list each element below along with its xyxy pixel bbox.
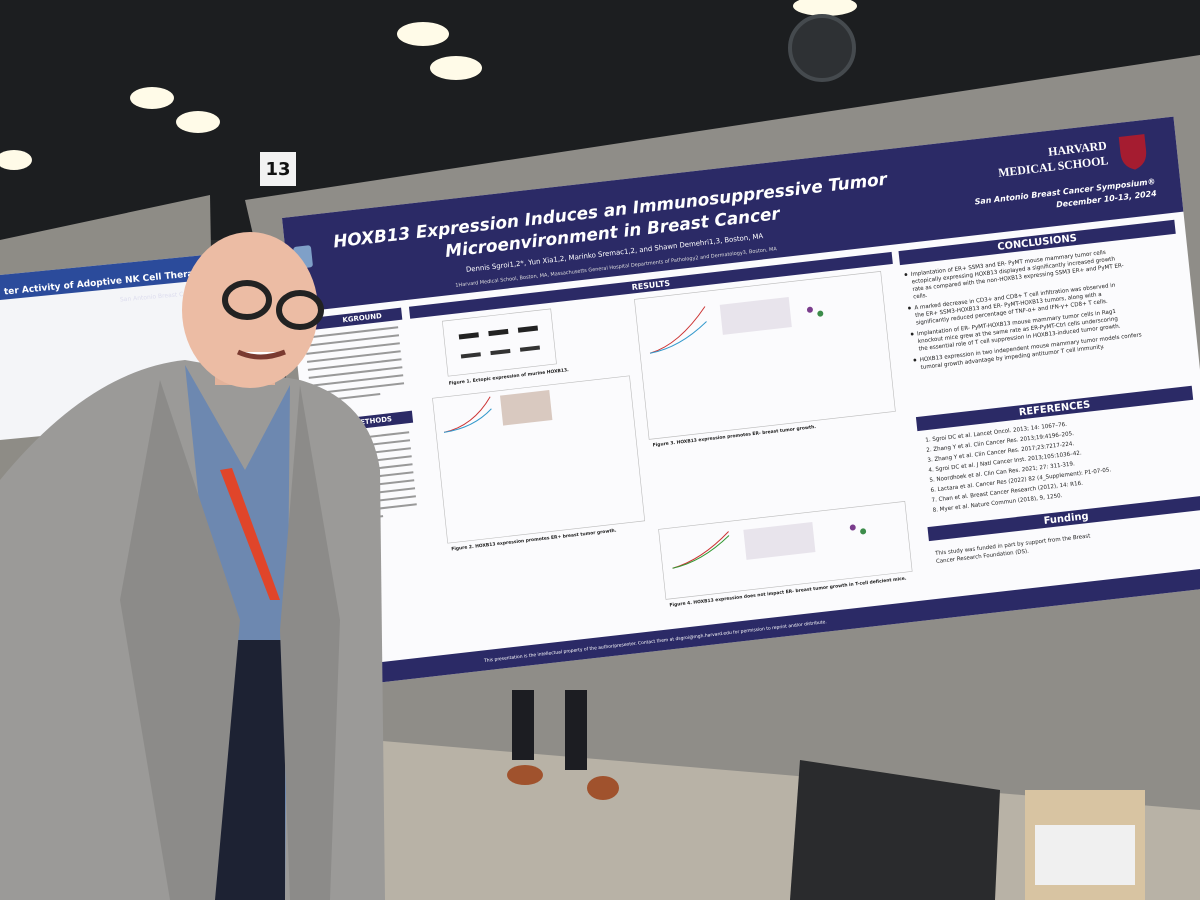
section-title: RESULTS [631,279,670,292]
chair [790,760,1000,900]
ceiling-light [130,87,174,109]
section-title: Funding [1043,511,1089,527]
head [182,232,318,388]
smile [236,349,286,360]
poster: HOXB13 Expression Induces an Immunosuppr… [282,116,1200,688]
booth-sign [260,152,296,186]
glasses [276,290,324,330]
poster-header [282,116,1184,313]
bullet [908,306,911,310]
lanyard [220,468,280,600]
section-header [408,251,893,319]
section-header [927,495,1200,542]
ceiling-light [397,22,449,46]
figure-marks [443,297,867,569]
jacket-lapel [120,380,240,900]
poster-footer-band [329,566,1200,688]
box-label [1035,825,1135,885]
booth-number: 13 [265,159,290,180]
bullet [904,273,908,276]
figure-panels [432,271,913,600]
ceiling-light [0,150,32,170]
harvard-shield [1118,134,1147,170]
section-header [915,385,1194,432]
section-header [297,307,403,332]
shoe [507,765,543,785]
glasses [222,280,272,320]
left-poster-header [0,255,205,300]
bullet [913,358,917,362]
jacket-lapel [280,385,340,900]
bullet [910,332,914,336]
vent [788,14,856,82]
ceiling-light [430,56,482,80]
shoe [587,776,619,800]
section-header [898,219,1176,266]
ceiling-light [793,0,857,16]
ceiling-light [176,111,220,133]
person-legs [565,690,587,770]
person-legs [512,690,534,760]
institution: HARVARD [1047,138,1107,159]
